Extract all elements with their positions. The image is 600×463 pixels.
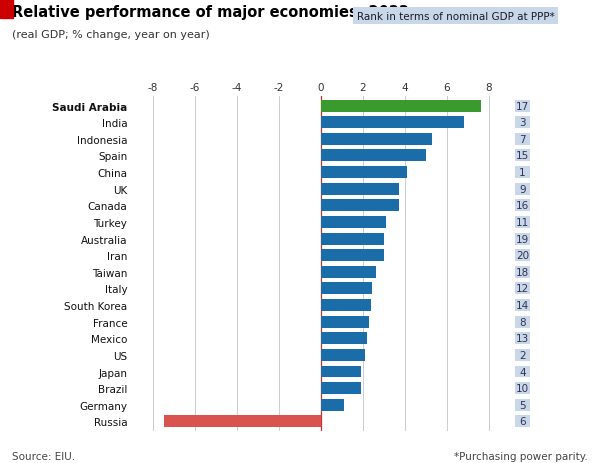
Text: 6: 6 — [519, 417, 526, 426]
Text: 11: 11 — [516, 218, 529, 227]
Bar — [321, 399, 344, 411]
Bar — [321, 183, 398, 195]
FancyBboxPatch shape — [515, 399, 530, 411]
Bar — [321, 316, 370, 328]
Bar — [321, 233, 384, 245]
FancyBboxPatch shape — [515, 200, 530, 212]
Bar — [321, 133, 432, 145]
FancyBboxPatch shape — [515, 349, 530, 361]
FancyBboxPatch shape — [515, 415, 530, 427]
FancyBboxPatch shape — [515, 133, 530, 145]
FancyBboxPatch shape — [515, 300, 530, 311]
FancyBboxPatch shape — [515, 366, 530, 378]
Text: 19: 19 — [516, 234, 529, 244]
FancyBboxPatch shape — [515, 250, 530, 262]
Text: 17: 17 — [516, 101, 529, 111]
Text: 1: 1 — [519, 168, 526, 178]
Bar — [321, 283, 373, 295]
Text: 3: 3 — [519, 118, 526, 128]
Bar — [321, 266, 376, 278]
Bar — [321, 382, 361, 394]
FancyBboxPatch shape — [515, 233, 530, 245]
Bar — [321, 300, 371, 311]
Text: 7: 7 — [519, 135, 526, 144]
FancyBboxPatch shape — [515, 117, 530, 129]
Text: 9: 9 — [519, 184, 526, 194]
Text: 16: 16 — [516, 201, 529, 211]
FancyBboxPatch shape — [515, 150, 530, 162]
FancyBboxPatch shape — [515, 283, 530, 295]
Text: 10: 10 — [516, 383, 529, 393]
Text: 12: 12 — [516, 284, 529, 294]
Text: 15: 15 — [516, 151, 529, 161]
Bar — [321, 332, 367, 344]
FancyBboxPatch shape — [515, 382, 530, 394]
FancyBboxPatch shape — [515, 316, 530, 328]
FancyBboxPatch shape — [515, 183, 530, 195]
FancyBboxPatch shape — [515, 167, 530, 179]
Text: 14: 14 — [516, 300, 529, 310]
Text: *Purchasing power parity.: *Purchasing power parity. — [454, 450, 588, 461]
Bar — [321, 100, 481, 113]
FancyBboxPatch shape — [515, 332, 530, 344]
FancyBboxPatch shape — [515, 266, 530, 278]
Bar — [321, 117, 464, 129]
Text: Relative performance of major economies, 2022: Relative performance of major economies,… — [12, 5, 409, 19]
Bar — [321, 349, 365, 361]
Text: 8: 8 — [519, 317, 526, 327]
Text: Source: EIU.: Source: EIU. — [12, 450, 75, 461]
FancyBboxPatch shape — [515, 100, 530, 113]
Text: 5: 5 — [519, 400, 526, 410]
Text: 20: 20 — [516, 250, 529, 261]
Text: (real GDP; % change, year on year): (real GDP; % change, year on year) — [12, 30, 210, 40]
Bar — [321, 200, 398, 212]
Bar — [321, 366, 361, 378]
Text: 2: 2 — [519, 350, 526, 360]
Text: 4: 4 — [519, 367, 526, 377]
Bar — [163, 415, 321, 427]
Bar — [321, 250, 384, 262]
Bar — [321, 217, 386, 228]
Text: 13: 13 — [516, 333, 529, 344]
Bar — [321, 167, 407, 179]
FancyBboxPatch shape — [515, 217, 530, 228]
Text: 18: 18 — [516, 267, 529, 277]
Bar — [321, 150, 426, 162]
Text: Rank in terms of nominal GDP at PPP*: Rank in terms of nominal GDP at PPP* — [357, 12, 555, 22]
